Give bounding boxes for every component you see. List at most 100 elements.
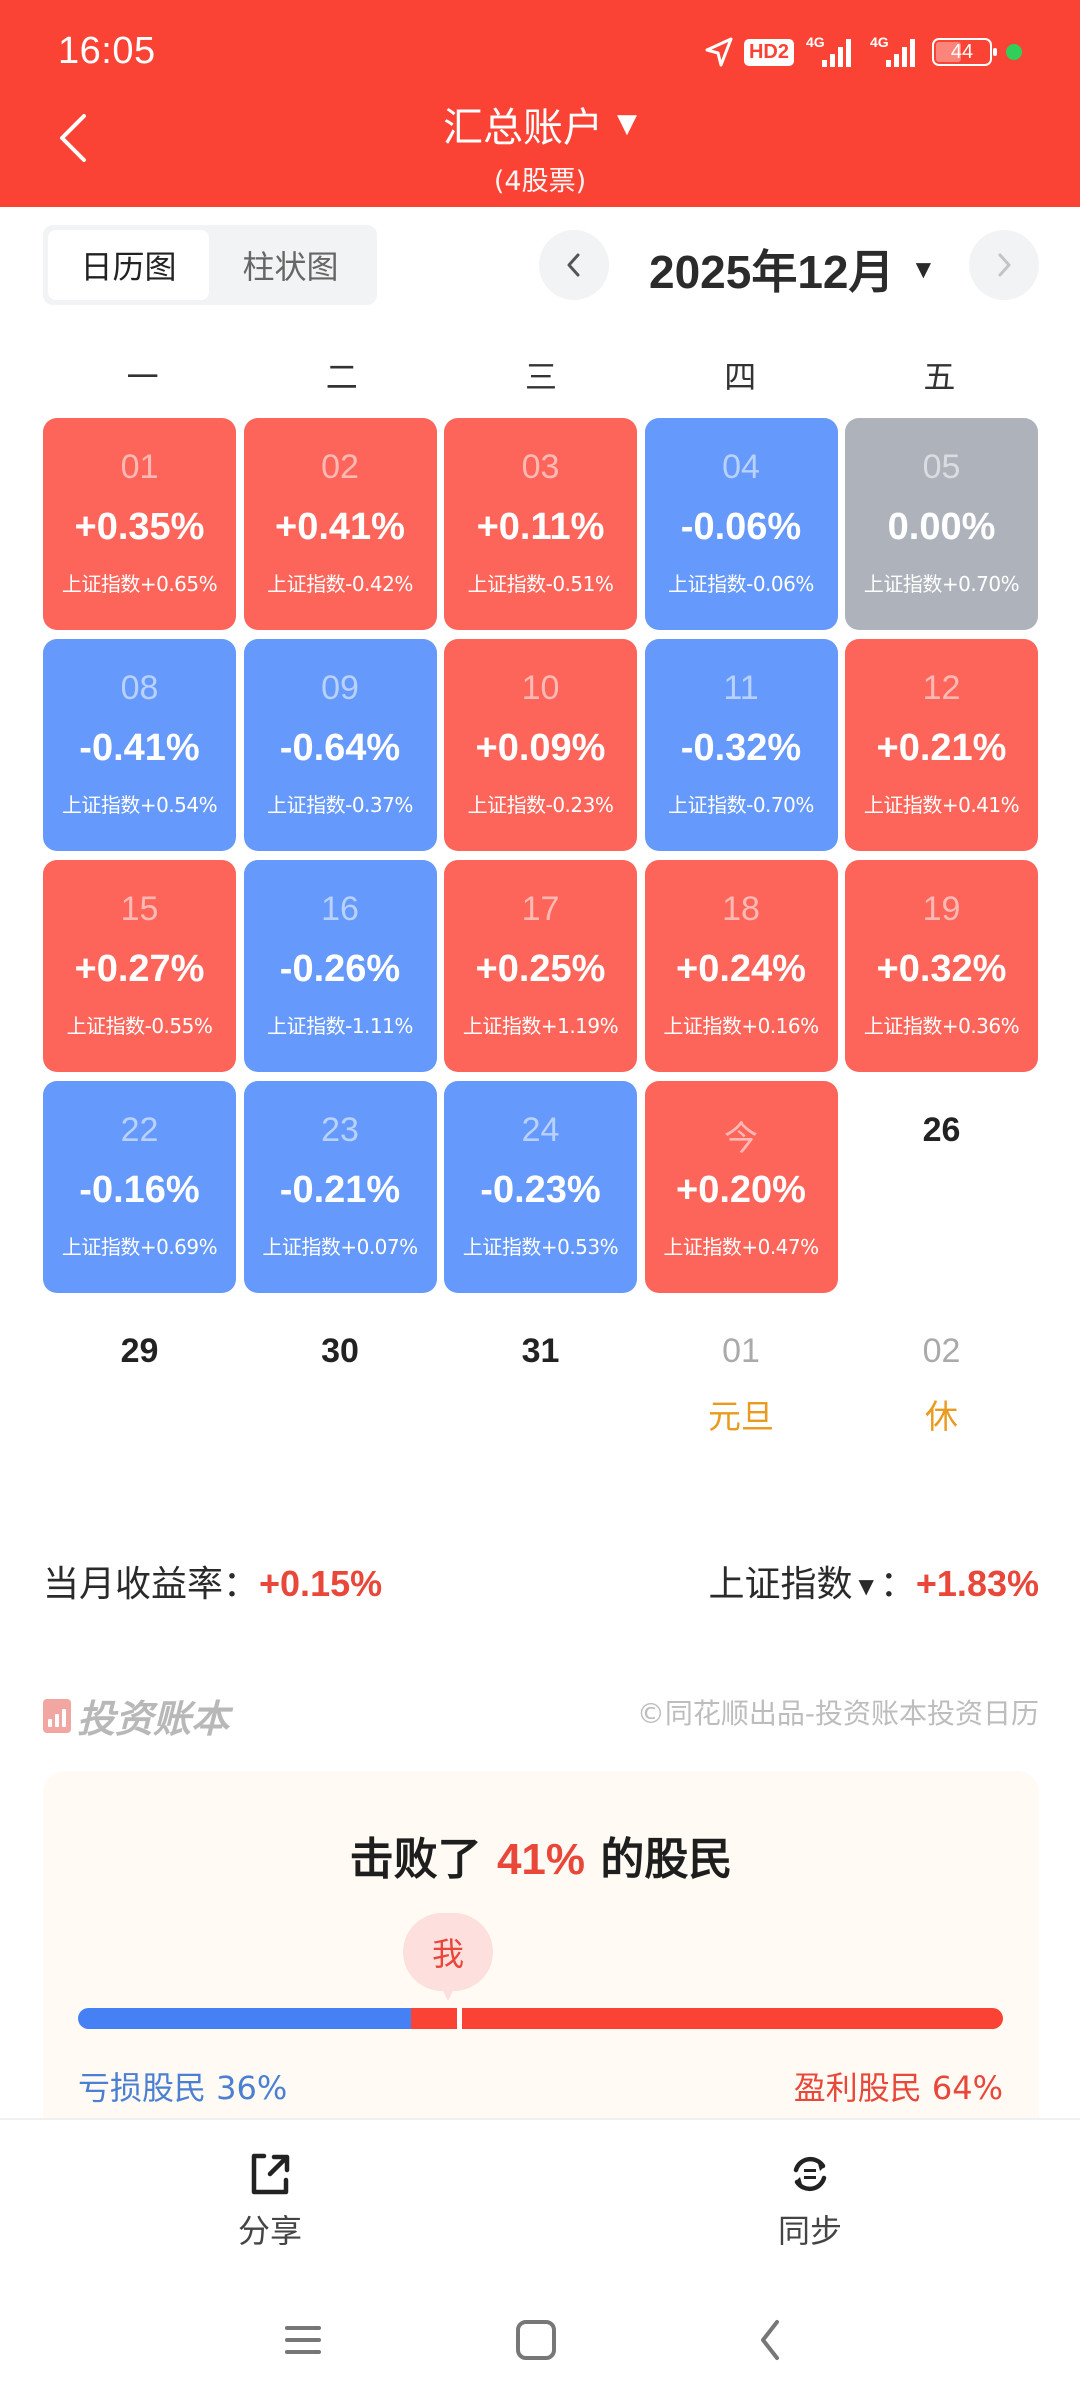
day-number: 18 [722, 890, 760, 928]
index-change: 上证指数+0.36% [863, 1014, 1020, 1038]
index-change: 上证指数+1.19% [462, 1014, 619, 1038]
tab-calendar[interactable]: 日历图 [48, 230, 209, 300]
daily-return: +0.09% [475, 727, 606, 769]
monthly-return-value: +0.15% [259, 1563, 383, 1604]
calendar-day-cell[interactable]: 19 +0.32% 上证指数+0.36% [845, 860, 1038, 1072]
daily-return: -0.06% [680, 506, 802, 548]
calendar-day-cell[interactable]: 01 元旦 [645, 1302, 838, 1514]
calendar-day-cell[interactable]: 08 -0.41% 上证指数+0.54% [43, 639, 236, 851]
calendar-day-cell[interactable]: 04 -0.06% 上证指数-0.06% [644, 418, 838, 630]
me-divider [457, 2008, 462, 2029]
calendar-day-cell[interactable]: 05 0.00% 上证指数+0.70% [845, 418, 1038, 630]
caret-down-icon: ▼ [910, 253, 937, 284]
calendar-day-cell[interactable]: 15 +0.27% 上证指数-0.55% [43, 860, 236, 1072]
status-icons: HD2 4G 4G 44 [704, 32, 1022, 72]
day-number: 01 [120, 448, 159, 486]
calendar-day-cell[interactable]: 24 -0.23% 上证指数+0.53% [444, 1081, 637, 1293]
signal-sim2-icon: 4G [870, 34, 915, 67]
calendar-day-cell[interactable]: 12 +0.21% 上证指数+0.41% [845, 639, 1038, 851]
index-change: 上证指数-0.55% [66, 1014, 213, 1038]
monthly-summary: 当月收益率：+0.15% 上证指数 ▼ ：+1.83% [43, 1555, 1039, 1605]
calendar-day-cell[interactable]: 26 [845, 1081, 1038, 1293]
calendar-day-cell[interactable]: 10 +0.09% 上证指数-0.23% [444, 639, 637, 851]
holiday-label: 元旦 [708, 1397, 774, 1436]
index-change: 上证指数-0.06% [668, 572, 814, 596]
daily-return: -0.32% [680, 727, 802, 769]
ranking-prefix: 击败了 [349, 1834, 482, 1885]
calendar-day-cell[interactable]: 31 [444, 1302, 637, 1514]
calendar-day-cell[interactable]: 17 +0.25% 上证指数+1.19% [444, 860, 637, 1072]
share-button[interactable]: 分享 [200, 2150, 340, 2252]
day-number: 31 [521, 1332, 560, 1370]
calendar-day-cell[interactable]: 18 +0.24% 上证指数+0.16% [644, 860, 838, 1072]
day-number: 01 [722, 1332, 760, 1370]
system-back-button[interactable] [740, 2310, 800, 2370]
sync-label: 同步 [777, 2212, 842, 2250]
ranking-percent: 41% [496, 1835, 586, 1884]
index-change: 上证指数+0.54% [61, 793, 218, 817]
month-picker[interactable]: 2025年12月 ▼ [649, 236, 936, 302]
day-number: 24 [521, 1111, 560, 1149]
bottom-action-bar: 分享 同步 [0, 2118, 1080, 2288]
page-title: 汇总账户 [443, 105, 603, 151]
index-change: 上证指数+0.69% [61, 1235, 218, 1259]
calendar-day-cell[interactable]: 16 -0.26% 上证指数-1.11% [243, 860, 437, 1072]
colon: ： [879, 1564, 916, 1605]
home-button[interactable] [506, 2310, 566, 2370]
gain-segment-before-me [411, 2008, 457, 2029]
ranking-card: 击败了 41% 的股民 我 亏损股民 36% 盈利股民 64% [43, 1771, 1039, 2131]
account-selector[interactable]: 汇总账户 ▼ (4股票) [0, 95, 1080, 198]
calendar-day-cell[interactable]: 今 +0.20% 上证指数+0.47% [644, 1081, 838, 1293]
ranking-suffix: 的股民 [600, 1834, 733, 1885]
daily-return: +0.35% [74, 506, 205, 548]
daily-return: -0.64% [279, 727, 401, 769]
caret-down-icon: ▼ [858, 1574, 874, 1598]
sync-button[interactable]: 同步 [740, 2150, 880, 2252]
calendar-day-cell[interactable]: 11 -0.32% 上证指数-0.70% [644, 639, 838, 851]
loss-segment [78, 2008, 411, 2029]
calendar-day-cell[interactable]: 02 +0.41% 上证指数-0.42% [243, 418, 437, 630]
svg-text:4G: 4G [806, 34, 825, 50]
index-change: 上证指数-0.42% [267, 572, 413, 596]
benchmark-selector[interactable]: 上证指数 ▼ [708, 1564, 879, 1605]
profit-investors-label: 盈利股民 64% [793, 2069, 1003, 2107]
calendar-day-cell[interactable]: 29 [43, 1302, 236, 1514]
ledger-chart-icon [43, 1698, 71, 1733]
daily-return: -0.16% [79, 1169, 200, 1211]
copyright-text: ©同花顺出品-投资账本投资日历 [636, 1697, 1039, 1730]
index-change: 上证指数+0.65% [61, 572, 218, 596]
prev-month-button[interactable] [539, 230, 609, 300]
calendar-day-cell[interactable]: 09 -0.64% 上证指数-0.37% [243, 639, 437, 851]
weekday-header: 一 二 三 四 五 [43, 352, 1039, 398]
page-subtitle: (4股票) [493, 166, 587, 197]
recents-button[interactable] [273, 2310, 333, 2370]
tab-bar-chart[interactable]: 柱状图 [242, 248, 339, 286]
share-label: 分享 [237, 2212, 302, 2250]
day-number: 15 [120, 890, 159, 928]
index-change: 上证指数-1.11% [267, 1014, 413, 1038]
calendar-day-cell[interactable]: 03 +0.11% 上证指数-0.51% [444, 418, 637, 630]
daily-return: -0.41% [79, 727, 200, 769]
battery-level: 44 [950, 40, 974, 63]
calendar-day-cell[interactable]: 22 -0.16% 上证指数+0.69% [43, 1081, 236, 1293]
index-change: 上证指数+0.47% [663, 1235, 819, 1259]
calendar-day-cell[interactable]: 30 [244, 1302, 437, 1514]
day-number: 19 [922, 890, 961, 928]
weekday-tue: 二 [325, 358, 358, 396]
day-number: 03 [521, 448, 560, 486]
calendar-day-cell[interactable]: 01 +0.35% 上证指数+0.65% [43, 418, 236, 630]
next-month-button[interactable] [969, 230, 1039, 300]
day-number: 17 [521, 890, 560, 928]
back-button[interactable] [52, 108, 96, 168]
calendar-day-cell[interactable]: 23 -0.21% 上证指数+0.07% [243, 1081, 437, 1293]
index-change: 上证指数+0.53% [462, 1235, 619, 1259]
chevron-left-icon [60, 114, 86, 162]
chevron-left-icon [567, 253, 580, 277]
day-number: 11 [723, 669, 759, 707]
calendar-day-cell[interactable]: 02 休 [845, 1302, 1038, 1514]
caret-down-icon: ▼ [617, 109, 637, 139]
weekday-fri: 五 [923, 358, 956, 396]
daily-return: +0.25% [475, 948, 606, 990]
location-icon [705, 37, 733, 67]
benchmark-return-value: +1.83% [915, 1563, 1039, 1604]
